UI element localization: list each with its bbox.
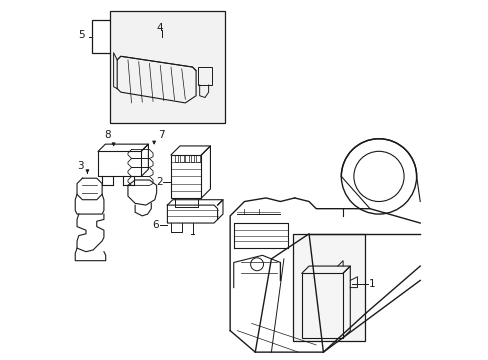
Bar	[171, 155, 201, 198]
Text: 4: 4	[156, 23, 163, 33]
Bar	[92, 21, 119, 53]
Text: 8: 8	[104, 130, 111, 140]
Bar	[174, 155, 178, 162]
Bar	[110, 12, 224, 123]
Text: 7: 7	[157, 130, 164, 140]
Bar	[196, 155, 199, 162]
Bar	[180, 155, 183, 162]
Bar	[190, 155, 194, 162]
Text: 2: 2	[156, 177, 162, 187]
Text: 1: 1	[368, 279, 374, 289]
Bar	[292, 234, 364, 341]
Text: 6: 6	[152, 220, 159, 230]
Text: 3: 3	[77, 161, 83, 171]
Bar	[198, 67, 212, 85]
Text: 5: 5	[78, 30, 85, 40]
Bar	[301, 273, 343, 338]
Bar	[185, 155, 188, 162]
